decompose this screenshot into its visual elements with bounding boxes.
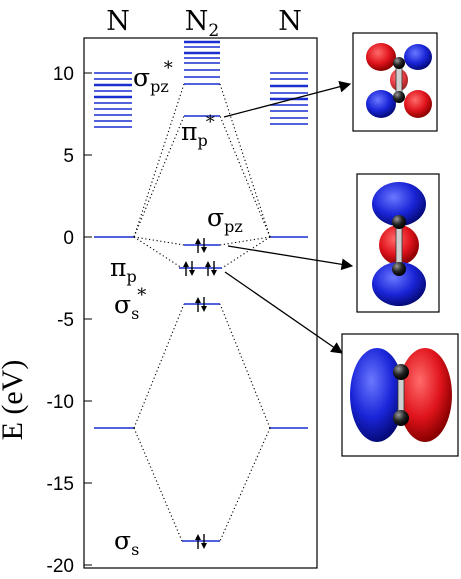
column-label-right-atom: N — [278, 6, 302, 37]
label-pi-p-star: πp* — [181, 112, 215, 150]
label-sigma-s-star: σs* — [114, 285, 146, 323]
y-tick-label: -5 — [57, 310, 74, 331]
electron-spins — [183, 238, 217, 549]
spin-pair-pi-p-left — [183, 261, 195, 276]
label-sigma-pz-star: σpz* — [133, 58, 173, 96]
arrow-to-sigma-pz-star-image — [223, 81, 352, 118]
column-label-molecule: N2 — [185, 6, 219, 41]
label-pi-p: πp — [110, 253, 137, 286]
pi-p-isosurface — [341, 333, 459, 457]
right-atom-levels — [270, 72, 308, 429]
y-ticks — [84, 72, 92, 566]
label-sigma-s: σs — [114, 526, 139, 559]
molecule-levels — [179, 40, 222, 542]
label-sigma-pz: σpz — [207, 203, 243, 236]
spin-pair-sigma-pz — [195, 238, 207, 253]
spin-pair-sigma-s — [195, 534, 207, 549]
spin-pair-sigma-s-star — [195, 297, 207, 312]
arrow-to-sigma-pz-image — [227, 245, 354, 271]
sigma-pz-star-isosurface — [352, 32, 438, 132]
spin-pair-pi-p-right — [205, 261, 217, 276]
y-tick-label: 5 — [63, 146, 74, 167]
y-tick-label: 0 — [63, 228, 74, 249]
pointer-arrows — [223, 81, 354, 354]
column-label-molecule-sub: 2 — [208, 21, 219, 41]
sigma-pz-isosurface — [356, 173, 440, 313]
correlation-lines — [133, 83, 271, 542]
column-label-molecule-main: N — [185, 6, 209, 37]
y-axis-title: E (eV) — [0, 360, 29, 441]
plot-frame — [83, 37, 318, 569]
arrow-to-pi-p-image — [224, 271, 343, 354]
left-atom-levels — [94, 72, 134, 429]
y-tick-label: -10 — [47, 392, 74, 413]
y-tick-label: -20 — [47, 556, 74, 577]
column-label-left-atom: N — [106, 6, 130, 37]
y-tick-label: 10 — [53, 64, 74, 85]
y-tick-label: -15 — [47, 474, 74, 495]
